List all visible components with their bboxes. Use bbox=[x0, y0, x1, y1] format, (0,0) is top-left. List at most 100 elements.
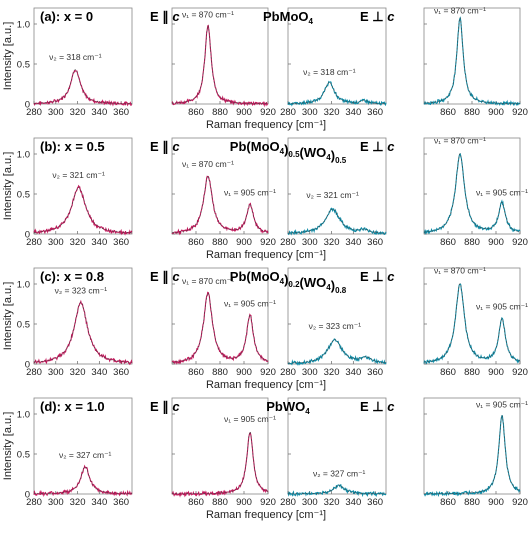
peak-annotation: ν₁ = 905 cm⁻¹ bbox=[476, 400, 528, 410]
plot-axis-3-3: 860 880 900 920 ν₁ = 905 cm⁻¹ bbox=[423, 397, 528, 508]
plot-axis-1-3: 860 880 900 920 ν₁ = 870 cm⁻¹ ν₁ = 905 cm⁻¹ bbox=[423, 136, 528, 248]
x-tick-label: 900 bbox=[488, 367, 504, 378]
x-tick-label: 340 bbox=[345, 497, 361, 508]
x-tick-label: 280 bbox=[26, 237, 42, 248]
x-tick-label: 360 bbox=[113, 107, 129, 118]
x-tick-label: 280 bbox=[280, 107, 296, 118]
y-axis-label: Intensity [a.u.] bbox=[2, 22, 14, 90]
peak-annotation: ν₂ = 327 cm⁻¹ bbox=[59, 450, 112, 460]
peak-annotation: ν₁ = 905 cm⁻¹ bbox=[476, 302, 528, 312]
plot-frame bbox=[287, 7, 387, 105]
fit-line bbox=[287, 484, 386, 495]
x-tick-label: 300 bbox=[302, 497, 318, 508]
x-tick-label: 300 bbox=[302, 367, 318, 378]
peak-annotation: ν₂ = 323 cm⁻¹ bbox=[309, 321, 362, 331]
plot-frame bbox=[171, 397, 269, 495]
x-axis-label: Raman frequency [cm⁻¹] bbox=[206, 509, 326, 521]
x-tick-label: 900 bbox=[236, 497, 252, 508]
y-axis-label: Intensity [a.u.] bbox=[2, 152, 14, 220]
peak-annotation: ν₁ = 905 cm⁻¹ bbox=[224, 188, 276, 198]
y-tick-label: 0.5 bbox=[17, 60, 30, 71]
fit-line bbox=[171, 25, 269, 104]
plot-axis-0-1: 860 880 900 920 ν₁ = 870 cm⁻¹ bbox=[171, 7, 276, 118]
x-tick-label: 300 bbox=[48, 107, 64, 118]
y-axis-label: Intensity [a.u.] bbox=[2, 412, 14, 480]
parallel-polarization-label: E ∥ c bbox=[150, 399, 180, 415]
fit-line bbox=[287, 82, 387, 104]
fit-line bbox=[423, 153, 521, 233]
parallel-spectrum-line bbox=[33, 69, 133, 107]
x-tick-label: 280 bbox=[26, 107, 42, 118]
peak-annotation: ν₁ = 870 cm⁻¹ bbox=[182, 276, 234, 286]
x-tick-label: 900 bbox=[236, 367, 252, 378]
compound-formula: Pb(MoO4)0.5(WO4)0.5 bbox=[230, 139, 347, 165]
x-tick-label: 320 bbox=[70, 237, 86, 248]
y-tick-label: 1.0 bbox=[17, 20, 30, 31]
plot-frame bbox=[33, 397, 133, 495]
x-tick-label: 880 bbox=[212, 367, 228, 378]
plot-axis-2-2: 280 300 320 340 360 ν₂ = 323 cm⁻¹ bbox=[280, 267, 387, 378]
parallel-polarization-label: E ∥ c bbox=[150, 269, 180, 285]
plot-frame bbox=[287, 397, 387, 495]
perpendicular-polarization-label: E ⊥ c bbox=[360, 399, 395, 414]
panel-label: (b): x = 0.5 bbox=[40, 139, 105, 154]
y-tick-label: 0 bbox=[25, 100, 30, 111]
plot-axis-1-2: 280 300 320 340 360 ν₂ = 321 cm⁻¹ bbox=[280, 137, 387, 248]
plot-frame bbox=[287, 137, 387, 235]
y-tick-label: 0 bbox=[25, 490, 30, 501]
x-tick-label: 360 bbox=[367, 237, 383, 248]
compound-formula: Pb(MoO4)0.2(WO4)0.8 bbox=[230, 269, 347, 295]
peak-annotation: ν₁ = 870 cm⁻¹ bbox=[434, 266, 486, 276]
x-axis-label: Raman frequency [cm⁻¹] bbox=[206, 249, 326, 261]
parallel-spectrum-line bbox=[33, 299, 133, 366]
plot-frame bbox=[423, 7, 521, 105]
fit-line bbox=[34, 466, 132, 494]
plot-axis-2-0: 280 300 320 340 360 0 0.5 1.0 ν₂ = 323 cm⁻¹ bbox=[17, 267, 133, 378]
x-tick-label: 860 bbox=[440, 497, 456, 508]
plot-axis-3-1: 860 880 900 920 ν₁ = 905 cm⁻¹ bbox=[171, 397, 276, 508]
compound-formula: PbMoO4 bbox=[263, 9, 314, 26]
x-tick-label: 300 bbox=[302, 237, 318, 248]
plot-frame bbox=[287, 267, 387, 365]
peak-annotation: ν₁ = 870 cm⁻¹ bbox=[182, 159, 234, 169]
x-tick-label: 920 bbox=[260, 237, 276, 248]
y-tick-label: 0.5 bbox=[17, 320, 30, 331]
x-tick-label: 360 bbox=[113, 367, 129, 378]
fit-line bbox=[423, 17, 521, 104]
peak-annotation: ν₂ = 321 cm⁻¹ bbox=[306, 190, 359, 200]
x-tick-label: 300 bbox=[302, 107, 318, 118]
plot-axis-3-2: 280 300 320 340 360 ν₂ = 327 cm⁻¹ bbox=[280, 397, 387, 508]
x-tick-label: 320 bbox=[324, 497, 340, 508]
panel-label: (d): x = 1.0 bbox=[40, 399, 105, 414]
x-tick-label: 860 bbox=[188, 367, 204, 378]
x-tick-label: 880 bbox=[464, 237, 480, 248]
x-tick-label: 320 bbox=[324, 367, 340, 378]
plot-axis-1-1: 860 880 900 920 ν₁ = 870 cm⁻¹ ν₁ = 905 cm⁻¹ bbox=[171, 137, 276, 248]
x-tick-label: 880 bbox=[464, 497, 480, 508]
perpendicular-spectrum-line bbox=[423, 16, 521, 107]
perpendicular-polarization-label: E ⊥ c bbox=[360, 139, 395, 154]
perpendicular-spectrum-line bbox=[287, 483, 387, 498]
x-tick-label: 340 bbox=[345, 107, 361, 118]
peak-annotation: ν₂ = 323 cm⁻¹ bbox=[55, 286, 108, 296]
fit-line bbox=[33, 69, 133, 104]
panel-label: (c): x = 0.8 bbox=[40, 269, 104, 284]
x-tick-label: 860 bbox=[188, 237, 204, 248]
perpendicular-polarization-label: E ⊥ c bbox=[360, 269, 395, 284]
x-tick-label: 920 bbox=[260, 497, 276, 508]
x-tick-label: 340 bbox=[91, 497, 107, 508]
peak-annotation: ν₂ = 318 cm⁻¹ bbox=[49, 52, 102, 62]
x-tick-label: 880 bbox=[212, 497, 228, 508]
x-tick-label: 360 bbox=[113, 497, 129, 508]
x-tick-label: 880 bbox=[212, 237, 228, 248]
perpendicular-spectrum-line bbox=[287, 338, 387, 366]
plot-axis-0-2: 280 300 320 340 360 ν₂ = 318 cm⁻¹ bbox=[280, 7, 387, 118]
plot-axis-1-0: 280 300 320 340 360 0 0.5 1.0 ν₂ = 321 cm⁻¹ bbox=[17, 137, 133, 248]
x-tick-label: 900 bbox=[236, 237, 252, 248]
peak-annotation: ν₁ = 905 cm⁻¹ bbox=[224, 414, 276, 424]
x-tick-label: 320 bbox=[70, 497, 86, 508]
x-tick-label: 920 bbox=[512, 367, 528, 378]
plot-axis-2-3: 860 880 900 920 ν₁ = 870 cm⁻¹ ν₁ = 905 cm⁻¹ bbox=[423, 266, 528, 378]
x-tick-label: 360 bbox=[113, 237, 129, 248]
